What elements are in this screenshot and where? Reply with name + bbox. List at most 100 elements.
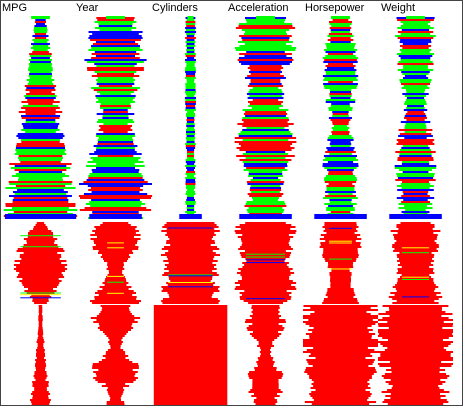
horsepower-mid-bar [319,238,362,240]
acceleration-mid-bar [237,236,294,238]
weight-top-bar [404,127,427,129]
horsepower-mid-bar [325,294,356,296]
cylinders-mid-accent [168,227,213,229]
cylinders-mid-bar [161,300,220,302]
acceleration-bottom-bar [252,313,279,315]
acceleration-bottom-bar [248,325,283,327]
acceleration-bottom-bar [249,377,282,379]
acceleration-bottom-bar [260,355,271,357]
weight-bottom-bar [378,335,453,337]
year-bottom-bar [107,391,124,393]
mpg-bottom-bar [38,307,43,309]
cylinders-mid-accent [168,282,213,283]
cylinders-bottom-bar [153,381,228,383]
cylinders-top-bar [187,155,194,157]
year-bottom-bar [105,353,126,355]
cylinders-mid-bar [163,260,218,262]
acceleration-bottom-bar [251,335,280,337]
weight-mid-bar [395,284,436,286]
horsepower-bottom-bar [305,333,376,335]
acceleration-top-bar [243,33,287,35]
weight-bottom-bar [391,387,440,389]
horsepower-mid-accent [329,268,352,270]
mpg-bottom-bar [31,401,50,403]
horsepower-top-bar [324,87,357,89]
mpg-bottom-bar [38,315,43,317]
horsepower-top-bar [324,203,357,205]
year-bottom-bar [90,317,141,319]
cylinders-top-bar [185,73,196,75]
weight-top-bar [397,177,434,179]
acceleration-top-bar [248,91,283,93]
cylinders-mid-bar [169,296,212,298]
horsepower-bottom-bar [305,367,375,369]
horsepower-bottom-bar [309,337,372,339]
horsepower-mid-bar [322,226,359,228]
weight-top-bar [398,207,433,209]
cylinders-bottom-bar [153,305,228,307]
acceleration-mid-accent [245,298,285,300]
weight-top-bar [407,105,424,107]
cylinders-mid-bar [169,238,212,240]
year-top-bar [94,27,137,29]
mpg-top-bar [9,183,72,185]
cylinders-mid-bar [165,234,216,236]
weight-top-bar [400,121,431,123]
weight-top-bar [403,193,428,195]
mpg-top-bar [17,157,63,159]
weight-top-bar [401,29,430,31]
year-mid-bar [98,294,133,296]
cylinders-mid-bar [166,266,214,268]
weight-bottom-bar [389,315,442,317]
acceleration-top-bar [241,29,290,31]
horsepower-bottom-bar [308,363,373,365]
mpg-mid-bar [22,284,59,286]
weight-mid-bar [396,254,435,256]
horsepower-bottom-bar [309,335,372,337]
year-top-bar [88,49,143,51]
acceleration-bottom-bar [248,375,283,377]
horsepower-top-bar [328,171,353,173]
cylinders-top-bar [186,141,195,143]
year-top-bar [95,135,136,137]
horsepower-bottom-bar [313,399,368,401]
weight-bottom-bar [388,383,443,385]
acceleration-top-bar [246,93,285,95]
mpg-mid-bar [13,264,68,266]
weight-top-bar [403,67,428,69]
cylinders-top-bar [186,81,194,83]
horsepower-mid-bar [322,302,359,304]
weight-top-bar [397,185,434,187]
horsepower-bottom-bar [313,381,368,383]
weight-top-bar [397,27,434,29]
mpg-bottom-bar [37,343,44,345]
cylinders-top-bar [185,83,196,85]
mpg-top-bar [34,33,47,35]
acceleration-mid-bar [240,228,291,230]
cylinders-bottom-bar [153,373,228,375]
year-mid-accent [107,247,124,249]
acceleration-mid-bar [241,244,290,246]
cylinders-bottom-bar [153,399,228,401]
mpg-top-bar [21,107,60,109]
acceleration-top-bar [247,75,284,77]
horsepower-top-bar [324,177,357,179]
mpg-top-bar [30,47,51,49]
mpg-top-bar [29,55,52,57]
year-mid-bar [107,266,124,268]
mpg-top-bar [25,97,56,99]
year-top-bar [96,163,135,165]
mpg-top-bar [33,29,48,31]
year-top-bar [97,155,134,157]
acceleration-mid-bar [238,280,293,282]
acceleration-top-bar [249,189,282,191]
horsepower-mid-bar [324,298,358,300]
weight-top-bar [401,211,430,213]
cylinders-bottom-bar [153,321,228,323]
cylinders-top-bar [185,85,196,87]
cylinders-top-bar [186,57,195,59]
cylinders-bottom-bar [153,391,228,393]
mpg-top-base [4,214,77,219]
cylinders-top-bar [185,145,196,147]
